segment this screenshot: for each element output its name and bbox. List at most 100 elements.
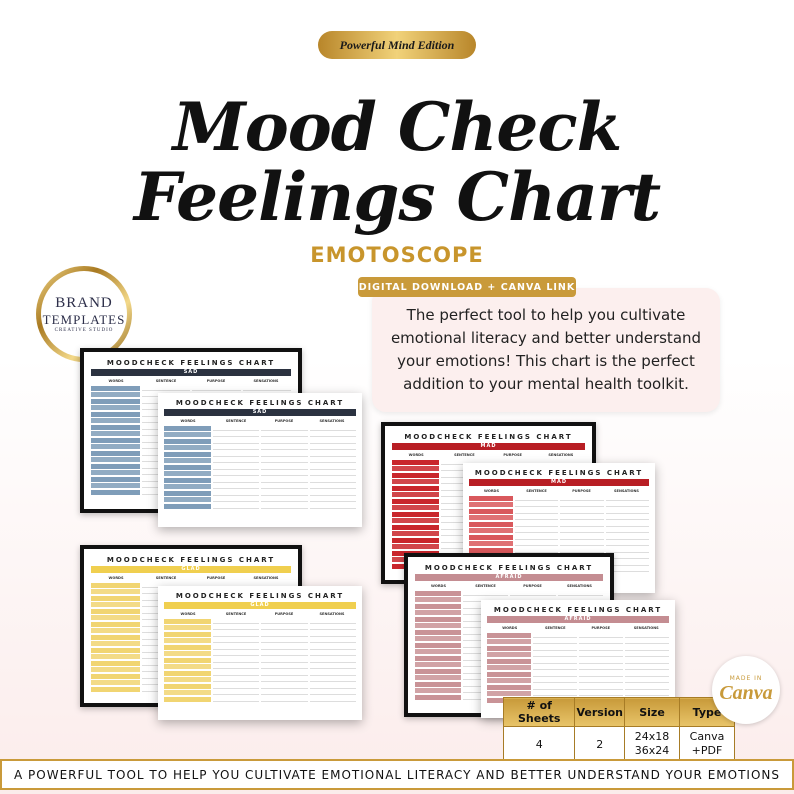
mockup-line — [309, 491, 356, 496]
mockup-line — [605, 554, 649, 559]
mockup-line — [533, 672, 577, 677]
mockup-line — [309, 619, 356, 624]
mockup-cell — [164, 677, 211, 682]
mockup-line — [212, 484, 259, 489]
mockup-line — [309, 471, 356, 476]
mockup-line — [261, 625, 308, 630]
mockup-header-cell: PURPOSE — [572, 489, 591, 493]
table-cell: 2 — [574, 726, 625, 762]
mockup-row — [487, 639, 669, 644]
mockup-line — [309, 432, 356, 437]
mockup-line — [625, 665, 669, 670]
mockup-header-cell: WORDS — [431, 584, 446, 588]
mockup-line — [533, 685, 577, 690]
mockup-line — [309, 465, 356, 470]
mockup-cell — [91, 392, 140, 397]
mockup-cell — [164, 490, 211, 496]
mockup-cell — [164, 638, 211, 643]
mockup-line — [242, 386, 291, 391]
mockup-header-cell: SENSATIONS — [633, 626, 659, 630]
title-line: Mood Check — [172, 88, 623, 166]
mockup-line — [261, 664, 308, 669]
mockup-line — [212, 465, 259, 470]
logo-text: BRAND — [55, 295, 113, 311]
mockup-row — [487, 632, 669, 638]
mockup-title: MOODCHECK FEELINGS CHART — [175, 399, 345, 407]
footer: A POWERFUL TOOL TO HELP YOU CULTIVATE EM… — [0, 759, 794, 790]
mockup-row — [469, 515, 649, 520]
table-cell: Canva +PDF — [679, 726, 735, 762]
logo-text: TEMPLATES — [42, 312, 126, 327]
mockup-cell — [469, 528, 513, 533]
mockup-line — [212, 445, 259, 450]
mockup-line — [309, 484, 356, 489]
title-line: Feelings Chart — [133, 158, 661, 236]
mockup-line — [212, 664, 259, 669]
mockup-header-cell: SENSATIONS — [253, 576, 279, 580]
mockup-line — [309, 452, 356, 457]
mockup-cell — [91, 608, 140, 614]
mockup-line — [261, 645, 308, 650]
mockup-line — [309, 445, 356, 450]
mockup-line — [309, 497, 356, 502]
mockup-cell — [91, 437, 140, 443]
mockup-cell — [91, 673, 140, 679]
mockup-line — [309, 664, 356, 669]
mockup-line — [605, 561, 649, 566]
mockup-banner: MAD — [392, 443, 585, 450]
mockup-cell — [487, 665, 531, 670]
mockup-cell — [164, 445, 211, 450]
mockup-row — [164, 690, 356, 695]
mockup-cell — [487, 678, 531, 683]
mockup-line — [625, 672, 669, 677]
mockup-row — [469, 547, 649, 553]
mockup-header: WORDS SENTENCE PURPOSE SENSATIONS — [415, 583, 603, 589]
mockup-cell — [91, 660, 140, 666]
mockup-cell — [164, 683, 211, 689]
mockup-banner: SAD — [164, 409, 356, 416]
mockup-cell — [392, 492, 439, 497]
mockup-banner: MAD — [469, 479, 649, 486]
mockup-cell — [91, 589, 140, 594]
mockup-header-cell: SENSATIONS — [567, 584, 592, 588]
mockup-row — [487, 658, 669, 664]
mockup-cell — [392, 485, 439, 491]
chart-mockup: MOODCHECK FEELINGS CHART GLAD WORDS SENTENC… — [158, 586, 362, 720]
mockup-cell — [164, 438, 211, 444]
mockup-cell — [415, 610, 461, 615]
mockup-cell — [91, 424, 140, 430]
mockup-line — [605, 548, 649, 553]
mockup-line — [579, 639, 623, 644]
mockup-row — [164, 670, 356, 676]
mockup-line — [579, 652, 623, 657]
mockup-cell — [91, 450, 140, 456]
mockup-header-cell: SENSATIONS — [614, 489, 639, 493]
mockup-header-cell: PURPOSE — [274, 612, 294, 616]
mockup-header-cell: WORDS — [484, 489, 499, 493]
mockup-cell — [91, 418, 140, 423]
edition-badge: Powerful Mind Edition — [318, 31, 476, 59]
mockup-line — [261, 690, 308, 695]
mockup-line — [212, 697, 259, 702]
mockup-cell — [91, 457, 140, 462]
mockup-cell — [415, 649, 461, 654]
mockup-cell — [392, 537, 439, 543]
mockup-line — [212, 658, 259, 663]
mockup-line — [261, 684, 308, 689]
mockup-line — [625, 678, 669, 683]
mockup-header-cell: SENSATIONS — [253, 379, 279, 383]
mockup-line — [309, 684, 356, 689]
mockup-row — [164, 638, 356, 643]
mockup-line — [309, 677, 356, 682]
mockup-line — [605, 515, 649, 520]
mockup-line — [261, 497, 308, 502]
table-header: Size — [624, 697, 680, 727]
mockup-header: WORDS SENTENCE PURPOSE SENSATIONS — [164, 611, 356, 617]
mockup-header-cell: SENTENCE — [475, 584, 496, 588]
mockup-row — [164, 644, 356, 650]
mockup-line — [261, 619, 308, 624]
mockup-line — [605, 528, 649, 533]
mockup-line — [579, 659, 623, 664]
mockup-line — [579, 633, 623, 638]
